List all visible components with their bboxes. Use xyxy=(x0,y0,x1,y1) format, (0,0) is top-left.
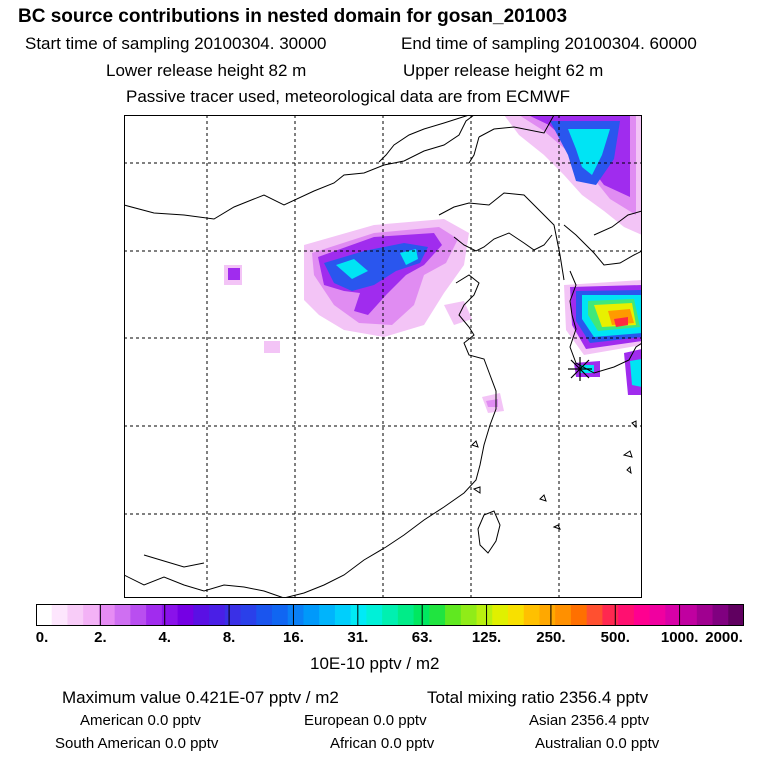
color-scale-tick-label: 500. xyxy=(600,629,630,646)
color-scale-cell xyxy=(633,604,651,626)
color-scale-cell xyxy=(602,604,619,626)
color-scale-cell xyxy=(98,604,116,626)
concentration-plume-northeast xyxy=(504,115,642,235)
color-scale-cell xyxy=(334,604,352,626)
color-scale-cell xyxy=(209,604,226,626)
color-scale-cell xyxy=(555,604,572,626)
color-scale-tick-label: 63. xyxy=(411,629,433,646)
color-scale-cell xyxy=(460,604,478,626)
european-contribution: European 0.0 pptv xyxy=(304,712,427,729)
color-scale-bar xyxy=(36,604,744,626)
color-scale-unit: 10E-10 pptv / m2 xyxy=(310,654,440,673)
color-scale-tick-label: 0. xyxy=(35,629,49,646)
color-scale-tick-label: 1000. xyxy=(660,629,699,646)
color-scale-tick-label: 4. xyxy=(158,629,171,646)
lat-lon-grid xyxy=(124,115,642,598)
color-scale-cell xyxy=(570,604,588,626)
color-scale-cell xyxy=(161,604,179,626)
color-scale-cell xyxy=(397,604,415,626)
asian-contribution: Asian 2356.4 pptv xyxy=(529,712,650,729)
concentration-plume-korea xyxy=(564,280,642,395)
australian-contribution: Australian 0.0 pptv xyxy=(535,735,660,752)
maximum-value-label: Maximum value 0.421E-07 pptv / m2 xyxy=(62,688,339,707)
color-scale-cell xyxy=(712,604,729,626)
color-scale-cell xyxy=(224,604,242,626)
color-scale-cell xyxy=(240,604,257,626)
coastline-borders xyxy=(124,115,642,598)
color-scale-cell xyxy=(193,604,210,626)
total-mixing-ratio-label: Total mixing ratio 2356.4 pptv xyxy=(427,688,649,707)
color-scale-cell xyxy=(303,604,320,626)
color-scale-cell xyxy=(586,604,603,626)
color-scale-cell xyxy=(649,604,666,626)
sampling-start-label: Start time of sampling 20100304. 30000 xyxy=(25,34,327,53)
lower-release-height-label: Lower release height 82 m xyxy=(106,61,307,80)
color-scale-cell xyxy=(681,604,698,626)
color-scale-cell xyxy=(539,604,556,626)
color-scale-cell xyxy=(523,604,541,626)
color-scale-cell xyxy=(476,604,493,626)
south-american-contribution: South American 0.0 pptv xyxy=(55,735,219,752)
color-scale-cell xyxy=(508,604,525,626)
color-scale-tick-label: 2. xyxy=(94,629,107,646)
color-scale-cell xyxy=(382,604,399,626)
color-scale-tick-label: 125. xyxy=(471,629,502,646)
color-scale-cell xyxy=(287,604,305,626)
color-scale-cell xyxy=(36,604,53,626)
color-scale-cell xyxy=(665,604,682,626)
color-scale-cell xyxy=(272,604,289,626)
tracer-note: Passive tracer used, meteorological data… xyxy=(126,87,571,106)
color-scale-cell xyxy=(146,604,163,626)
asterisk-star-icon xyxy=(568,357,592,381)
color-scale-tick-label: 8. xyxy=(222,629,236,646)
color-scale-cell xyxy=(319,604,336,626)
color-scale-cell xyxy=(51,604,69,626)
color-scale-cell xyxy=(492,604,509,626)
color-scale-cell xyxy=(445,604,462,626)
color-scale-cell xyxy=(728,604,744,626)
color-scale-cell xyxy=(366,604,383,626)
sampling-end-label: End time of sampling 20100304. 60000 xyxy=(401,34,697,53)
color-scale-cell xyxy=(256,604,273,626)
color-scale-cell xyxy=(696,604,714,626)
map-frame xyxy=(124,115,642,598)
color-scale-cell xyxy=(429,604,446,626)
african-contribution: African 0.0 pptv xyxy=(330,735,435,752)
source-contribution-map xyxy=(124,115,642,598)
color-scale-cell xyxy=(130,604,147,626)
color-scale-cell xyxy=(618,604,635,626)
color-scale-cell xyxy=(114,604,131,626)
american-contribution: American 0.0 pptv xyxy=(80,712,201,729)
color-scale-tick-label: 16. xyxy=(283,629,304,646)
upper-release-height-label: Upper release height 62 m xyxy=(403,61,604,80)
color-scale-cell xyxy=(83,604,100,626)
color-scale-cell xyxy=(350,604,367,626)
color-scale-tick-label: 250. xyxy=(536,629,566,646)
color-scale-cell xyxy=(177,604,194,626)
color-scale-cell xyxy=(67,604,84,626)
color-scale-tick-label: 2000. xyxy=(705,629,743,646)
color-scale-tick-label: 31. xyxy=(347,629,369,646)
map-title: BC source contributions in nested domain… xyxy=(18,6,568,27)
